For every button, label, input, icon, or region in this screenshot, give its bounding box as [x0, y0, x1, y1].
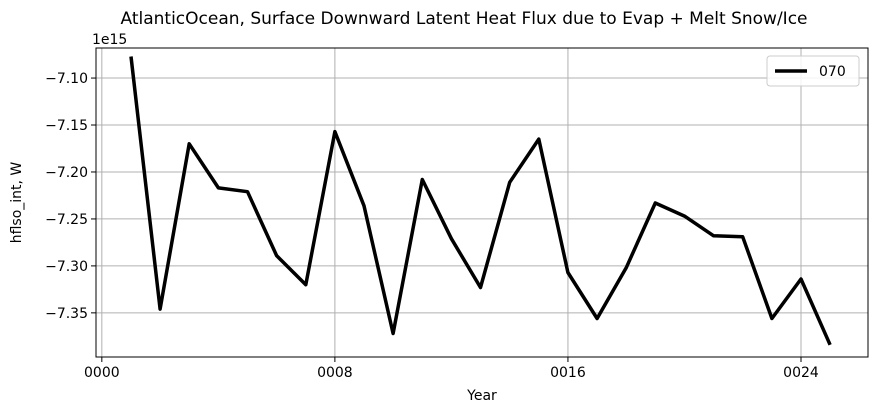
y-tick-label: −7.20 — [45, 165, 88, 181]
y-tick-label: −7.10 — [45, 71, 88, 87]
x-tick-label: 0008 — [317, 365, 353, 381]
chart-title: AtlanticOcean, Surface Downward Latent H… — [121, 9, 808, 29]
y-tick-label: −7.30 — [45, 259, 88, 275]
series-line-070 — [129, 56, 832, 346]
grid — [96, 48, 868, 357]
y-axis: −7.35 −7.30 −7.25 −7.20 −7.15 −7.10 — [45, 71, 96, 322]
x-tick-label: 0024 — [783, 365, 819, 381]
y-tick-label: −7.15 — [45, 118, 88, 134]
y-tick-label: −7.35 — [45, 306, 88, 322]
x-tick-label: 0000 — [84, 365, 120, 381]
legend-box — [766, 55, 860, 87]
legend-label: 070 — [819, 64, 846, 80]
y-axis-label: hflso_int, W — [9, 162, 25, 244]
y-offset-text: 1e15 — [92, 32, 127, 48]
x-tick-label: 0016 — [550, 365, 586, 381]
plot-frame — [95, 47, 869, 358]
series-group — [129, 56, 832, 346]
x-axis: 0000 0008 0016 0024 — [84, 357, 819, 381]
x-axis-label: Year — [466, 388, 497, 404]
legend: 070 — [766, 55, 860, 87]
y-tick-label: −7.25 — [45, 212, 88, 228]
